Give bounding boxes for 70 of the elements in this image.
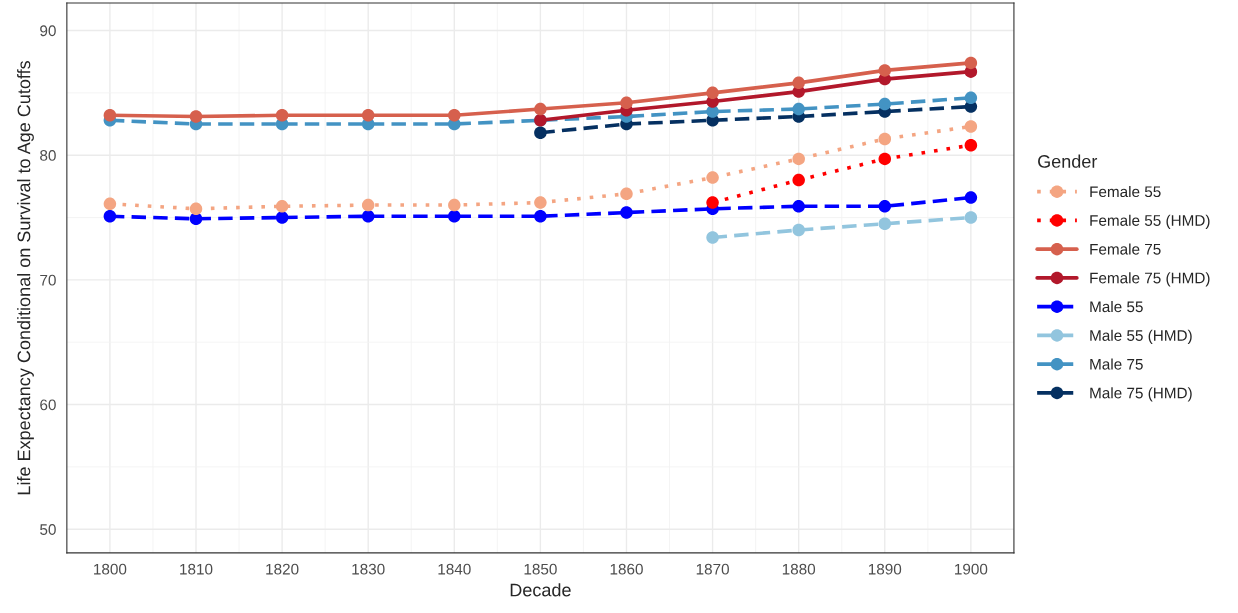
point — [964, 191, 978, 204]
point — [878, 97, 892, 111]
point — [620, 96, 633, 110]
point — [792, 152, 805, 166]
point — [620, 206, 633, 219]
point — [878, 152, 892, 166]
point — [878, 64, 892, 77]
x-tick-label: 1820 — [266, 563, 299, 575]
x-tick-label: 1880 — [782, 563, 816, 575]
point — [706, 171, 719, 184]
legend-title: Gender — [1038, 154, 1098, 168]
x-tick-label: 1870 — [696, 563, 729, 575]
point — [275, 211, 289, 224]
legend-label: Female 75 — [1090, 243, 1161, 255]
legend-label: Female 55 — [1090, 185, 1161, 198]
point — [361, 109, 375, 122]
point — [275, 200, 289, 213]
point — [792, 173, 805, 187]
point — [964, 91, 978, 105]
point — [792, 200, 805, 213]
x-tick-label: 1830 — [352, 563, 385, 575]
point — [534, 196, 547, 209]
legend-label: Male 55 (HMD) — [1090, 329, 1192, 344]
legend-label: Male 55 — [1090, 300, 1143, 313]
point — [534, 102, 547, 116]
point — [448, 109, 461, 122]
point — [964, 120, 978, 133]
point — [792, 102, 805, 116]
x-tick-label: 1800 — [94, 563, 127, 575]
x-axis-title: Decade — [510, 583, 571, 597]
point — [103, 197, 117, 211]
x-tick-label: 1900 — [955, 563, 988, 575]
point — [706, 231, 719, 244]
point — [361, 210, 375, 223]
point — [448, 210, 461, 223]
point — [103, 109, 117, 122]
point — [189, 202, 203, 216]
point — [792, 223, 805, 237]
point — [620, 187, 633, 201]
point — [361, 198, 375, 212]
legend-label: Female 55 (HMD) — [1090, 214, 1210, 229]
point — [534, 210, 547, 223]
legend-label: Male 75 — [1090, 358, 1143, 370]
point — [189, 110, 203, 123]
x-tick-label: 1850 — [524, 563, 557, 575]
x-tick-label: 1810 — [180, 563, 213, 575]
point — [792, 76, 805, 90]
point — [964, 56, 978, 70]
point — [448, 198, 461, 212]
legend-label: Female 75 (HMD) — [1090, 272, 1210, 287]
x-tick-label: 1890 — [868, 563, 902, 575]
point — [878, 200, 892, 213]
point — [964, 211, 978, 224]
point — [878, 132, 892, 146]
y-tick-label: 90 — [40, 25, 56, 37]
point — [275, 109, 289, 122]
y-tick-label: 60 — [40, 399, 56, 411]
x-tick-label: 1860 — [610, 563, 643, 575]
x-tick-label: 1840 — [438, 563, 471, 575]
y-tick-label: 70 — [40, 274, 56, 286]
point — [706, 86, 719, 100]
point — [878, 217, 892, 231]
point — [706, 196, 719, 209]
point — [964, 138, 978, 152]
y-axis-title: Life Expectancy Conditional on Survival to Age Cutoffs — [17, 61, 34, 495]
legend-label: Male 75 (HMD) — [1090, 387, 1192, 402]
point — [534, 126, 547, 139]
point — [103, 210, 117, 223]
y-tick-label: 50 — [40, 524, 56, 535]
y-tick-label: 80 — [40, 150, 56, 161]
